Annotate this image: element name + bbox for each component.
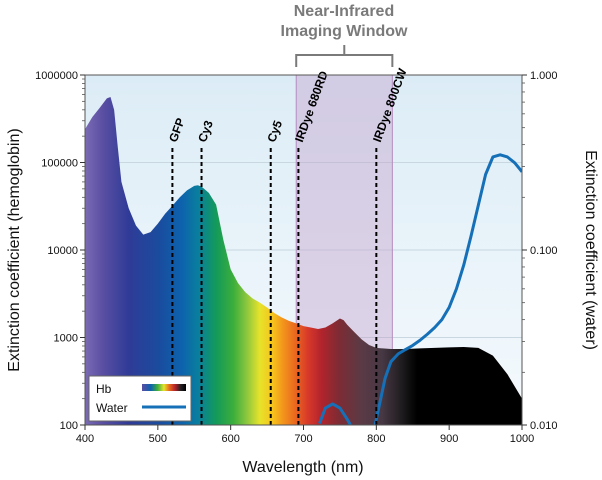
legend-box bbox=[88, 375, 192, 422]
hb-area bbox=[85, 97, 522, 425]
x-tick-label: 600 bbox=[221, 433, 239, 445]
x-tick-label: 1000 bbox=[510, 433, 534, 445]
y-left-tick-label: 1000 bbox=[54, 333, 78, 345]
water-curve-segment bbox=[318, 402, 353, 425]
y-left-tick-label: 10000 bbox=[47, 245, 78, 257]
y-left-tick-label: 100000 bbox=[41, 158, 78, 170]
x-tick-label: 800 bbox=[367, 433, 385, 445]
nir-window-title-line-1: Near-Infrared bbox=[294, 3, 394, 20]
nir-window-bracket bbox=[295, 45, 394, 67]
x-tick-label: 900 bbox=[440, 433, 458, 445]
y-right-axis-title: Extinction coefficient (water) bbox=[582, 150, 599, 350]
y-right-tick-label: 1.000 bbox=[530, 70, 558, 82]
x-axis-ticks: 400 500 600 700 800 900 1000 bbox=[76, 425, 534, 445]
legend-label-hb: Hb bbox=[96, 382, 112, 396]
water-curve-segment bbox=[373, 153, 522, 425]
y-right-tick-label: 0.100 bbox=[530, 245, 558, 257]
x-tick-label: 400 bbox=[76, 433, 94, 445]
y-left-tick-label: 100 bbox=[60, 420, 78, 432]
water-curve-group bbox=[318, 153, 522, 425]
nir-window-title-line-2: Imaging Window bbox=[281, 23, 409, 40]
x-axis-title: Wavelength (nm) bbox=[242, 459, 363, 476]
legend-label-water: Water bbox=[96, 401, 128, 415]
x-tick-label: 500 bbox=[149, 433, 167, 445]
y-left-axis-title: Extinction coefficient (hemoglobin) bbox=[6, 128, 23, 371]
y-left-tick-label: 1000000 bbox=[35, 70, 78, 82]
y-left-axis-ticks: 100 1000 10000 100000 1000000 bbox=[35, 70, 85, 432]
x-tick-label: 700 bbox=[294, 433, 312, 445]
y-right-axis-ticks: 0.010 0.100 1.000 bbox=[522, 70, 558, 432]
legend-swatch-hb bbox=[142, 384, 186, 391]
legend: Hb Water bbox=[88, 375, 192, 422]
y-right-tick-label: 0.010 bbox=[530, 420, 558, 432]
